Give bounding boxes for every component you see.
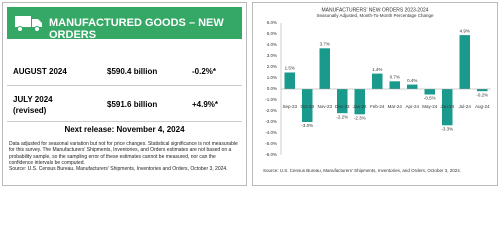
y-tick-label: -3.0% — [265, 119, 277, 124]
bar — [424, 89, 435, 95]
data-label: -0.2% — [476, 92, 488, 97]
chart-subtitle: Seasonally Adjusted, Month-To-Month Perc… — [316, 13, 434, 18]
y-tick-label: -4.0% — [265, 130, 277, 135]
data-label: 1.5% — [285, 66, 295, 71]
bar — [302, 89, 313, 122]
chart-source: Source: U.S. Census Bureau, Manufacturer… — [263, 168, 461, 173]
note: (revised) — [13, 106, 47, 115]
chart-panel: MANUFACTURERS' NEW ORDERS 2023-2024 Seas… — [252, 2, 498, 186]
summary-panel: MANUFACTURED GOODS – NEW ORDERS AUGUST 2… — [2, 2, 247, 186]
y-tick-label: 5.0% — [267, 31, 277, 36]
separator — [7, 85, 242, 86]
header: MANUFACTURED GOODS – NEW ORDERS — [7, 7, 242, 41]
data-label: -0.5% — [424, 96, 436, 101]
page: MANUFACTURED GOODS – NEW ORDERS AUGUST 2… — [2, 2, 498, 186]
footnote-text: Data adjusted for seasonal variation but… — [9, 141, 238, 166]
bar — [319, 48, 330, 89]
data-label: 3.7% — [320, 41, 330, 46]
x-tick-label: Aug-24 — [475, 104, 490, 109]
x-tick-label: Jun-24 — [440, 104, 454, 109]
period: AUGUST 2024 — [13, 67, 67, 76]
y-tick-label: 1.0% — [267, 75, 277, 80]
y-tick-label: -2.0% — [265, 108, 277, 113]
x-tick-label: Apr-24 — [405, 104, 419, 109]
value: $590.4 billion — [107, 67, 158, 76]
x-tick-label: Feb-24 — [370, 104, 385, 109]
period: JULY 2024 — [13, 95, 53, 104]
bar — [477, 89, 488, 92]
bar — [389, 81, 400, 89]
bar — [407, 84, 418, 89]
y-tick-label: -1.0% — [265, 97, 277, 102]
data-label: -3.0% — [301, 123, 313, 128]
x-tick-label: Dec-23 — [335, 104, 350, 109]
data-label: 0.7% — [390, 74, 400, 79]
bar — [354, 89, 365, 115]
change: +4.9%* — [192, 100, 219, 109]
y-tick-label: 6.0% — [267, 20, 277, 25]
data-label: -3.3% — [441, 126, 453, 131]
y-tick-label: 2.0% — [267, 64, 277, 69]
x-tick-label: Jul-24 — [459, 104, 472, 109]
x-tick-label: Jan-24 — [353, 104, 367, 109]
data-label: 4.9% — [460, 28, 470, 33]
bar — [372, 73, 383, 89]
bar — [284, 72, 295, 89]
x-tick-label: Nov-23 — [317, 104, 332, 109]
x-tick-label: Oct-23 — [300, 104, 314, 109]
next-release: Next release: November 4, 2024 — [64, 125, 185, 134]
data-label: -2.3% — [354, 115, 366, 120]
chart-title: MANUFACTURERS' NEW ORDERS 2023-2024 — [321, 7, 428, 13]
footnote: Data adjusted for seasonal variation but… — [9, 141, 241, 172]
x-tick-label: Mar-24 — [388, 104, 403, 109]
bar — [459, 35, 470, 89]
footnote-source: Source: U.S. Census Bureau, Manufacturer… — [9, 166, 228, 173]
separator — [7, 121, 242, 122]
x-tick-label: Sep-23 — [282, 104, 297, 109]
y-tick-label: -6.0% — [265, 152, 277, 157]
value: $591.6 billion — [107, 100, 158, 109]
y-tick-label: 0.0% — [267, 86, 277, 91]
bar — [442, 89, 453, 126]
data-label: 1.4% — [372, 67, 382, 72]
data-label: -2.2% — [336, 114, 348, 119]
title: MANUFACTURED GOODS – NEW ORDERS — [49, 17, 224, 41]
truck-icon — [15, 16, 42, 32]
data-label: 0.4% — [407, 78, 417, 83]
y-tick-label: -5.0% — [265, 141, 277, 146]
y-tick-label: 4.0% — [267, 42, 277, 47]
chart: MANUFACTURERS' NEW ORDERS 2023-2024 Seas… — [263, 7, 491, 173]
bar — [337, 89, 348, 114]
change: -0.2%* — [192, 67, 217, 76]
x-tick-label: May-24 — [422, 104, 438, 109]
y-tick-label: 3.0% — [267, 53, 277, 58]
